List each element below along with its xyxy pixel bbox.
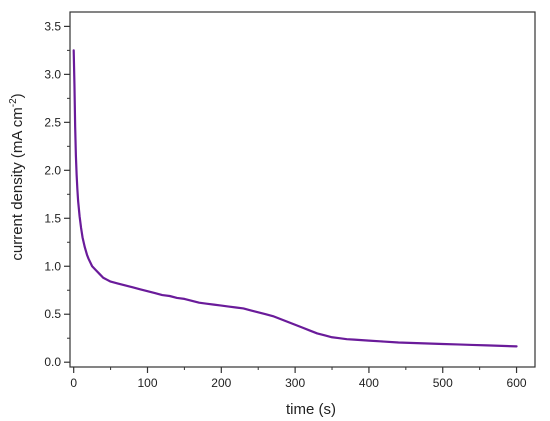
x-tick-label: 600 (507, 376, 527, 390)
x-tick-label: 200 (211, 376, 231, 390)
x-tick-label: 100 (137, 376, 157, 390)
y-axis-title-main: current density (mA cm (9, 107, 26, 260)
y-axis-title-superscript: -2 (8, 98, 19, 107)
y-tick-label: 3.5 (44, 19, 61, 33)
plot-border (69, 11, 536, 368)
x-tick-label: 300 (285, 376, 305, 390)
series-layer (72, 49, 518, 348)
x-axis-title: time (s) (286, 401, 336, 418)
y-tick-label: 2.5 (44, 115, 61, 129)
x-tick-label: 500 (433, 376, 453, 390)
y-axis-title: current density (mA cm-2) (8, 93, 26, 260)
y-tick-label: 1.0 (44, 259, 61, 273)
series-line (72, 49, 518, 348)
y-tick-label: 0.0 (44, 355, 61, 369)
plot-frame (69, 11, 536, 368)
y-tick-label: 1.5 (44, 211, 61, 225)
x-tick-label: 400 (359, 376, 379, 390)
y-tick-label: 0.5 (44, 307, 61, 321)
axis-ticks: 0 100 200 300 400 500 600 0.0 0.5 1.0 1.5 2.0 2.5 3.0… (44, 19, 527, 390)
x-tick-label: 0 (70, 376, 77, 390)
y-axis-title-close: ) (9, 93, 26, 98)
y-tick-label: 3.0 (44, 67, 61, 81)
y-tick-label: 2.0 (44, 163, 61, 177)
